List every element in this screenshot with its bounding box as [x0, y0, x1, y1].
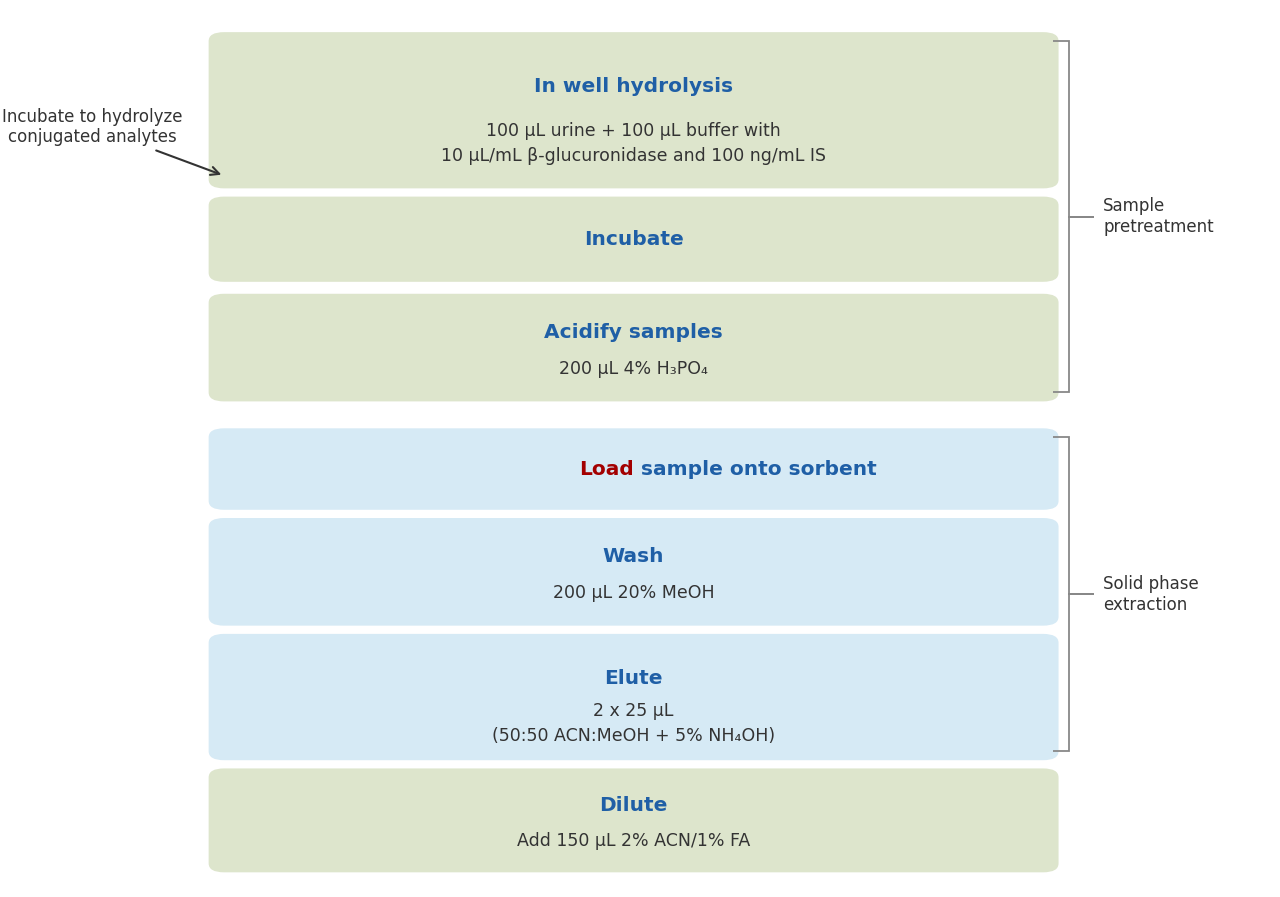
Text: 100 μL urine + 100 μL buffer with
10 μL/mL β-glucuronidase and 100 ng/mL IS: 100 μL urine + 100 μL buffer with 10 μL/…	[442, 122, 826, 165]
FancyBboxPatch shape	[209, 294, 1059, 402]
Text: Elute: Elute	[604, 669, 663, 688]
Text: Dilute: Dilute	[599, 797, 668, 815]
Text: Load: Load	[579, 459, 634, 479]
FancyBboxPatch shape	[209, 429, 1059, 509]
Text: 200 μL 4% H₃PO₄: 200 μL 4% H₃PO₄	[559, 360, 708, 379]
Text: Add 150 μL 2% ACN/1% FA: Add 150 μL 2% ACN/1% FA	[517, 832, 750, 850]
Text: sample onto sorbent: sample onto sorbent	[634, 459, 877, 479]
Text: Acidify samples: Acidify samples	[544, 323, 723, 342]
Text: Sample
pretreatment: Sample pretreatment	[1103, 197, 1213, 236]
Text: 200 μL 20% MeOH: 200 μL 20% MeOH	[553, 584, 714, 603]
FancyBboxPatch shape	[209, 769, 1059, 872]
Text: Incubate to hydrolyze
conjugated analytes: Incubate to hydrolyze conjugated analyte…	[1, 108, 183, 146]
Text: Wash: Wash	[603, 547, 664, 566]
FancyBboxPatch shape	[209, 32, 1059, 188]
Text: 2 x 25 μL
(50:50 ACN:MeOH + 5% NH₄OH): 2 x 25 μL (50:50 ACN:MeOH + 5% NH₄OH)	[492, 701, 776, 745]
FancyBboxPatch shape	[209, 196, 1059, 282]
Text: Solid phase
extraction: Solid phase extraction	[1103, 575, 1199, 614]
Text: In well hydrolysis: In well hydrolysis	[534, 77, 733, 96]
Text: Incubate: Incubate	[584, 230, 684, 248]
FancyBboxPatch shape	[209, 518, 1059, 626]
FancyBboxPatch shape	[209, 634, 1059, 761]
